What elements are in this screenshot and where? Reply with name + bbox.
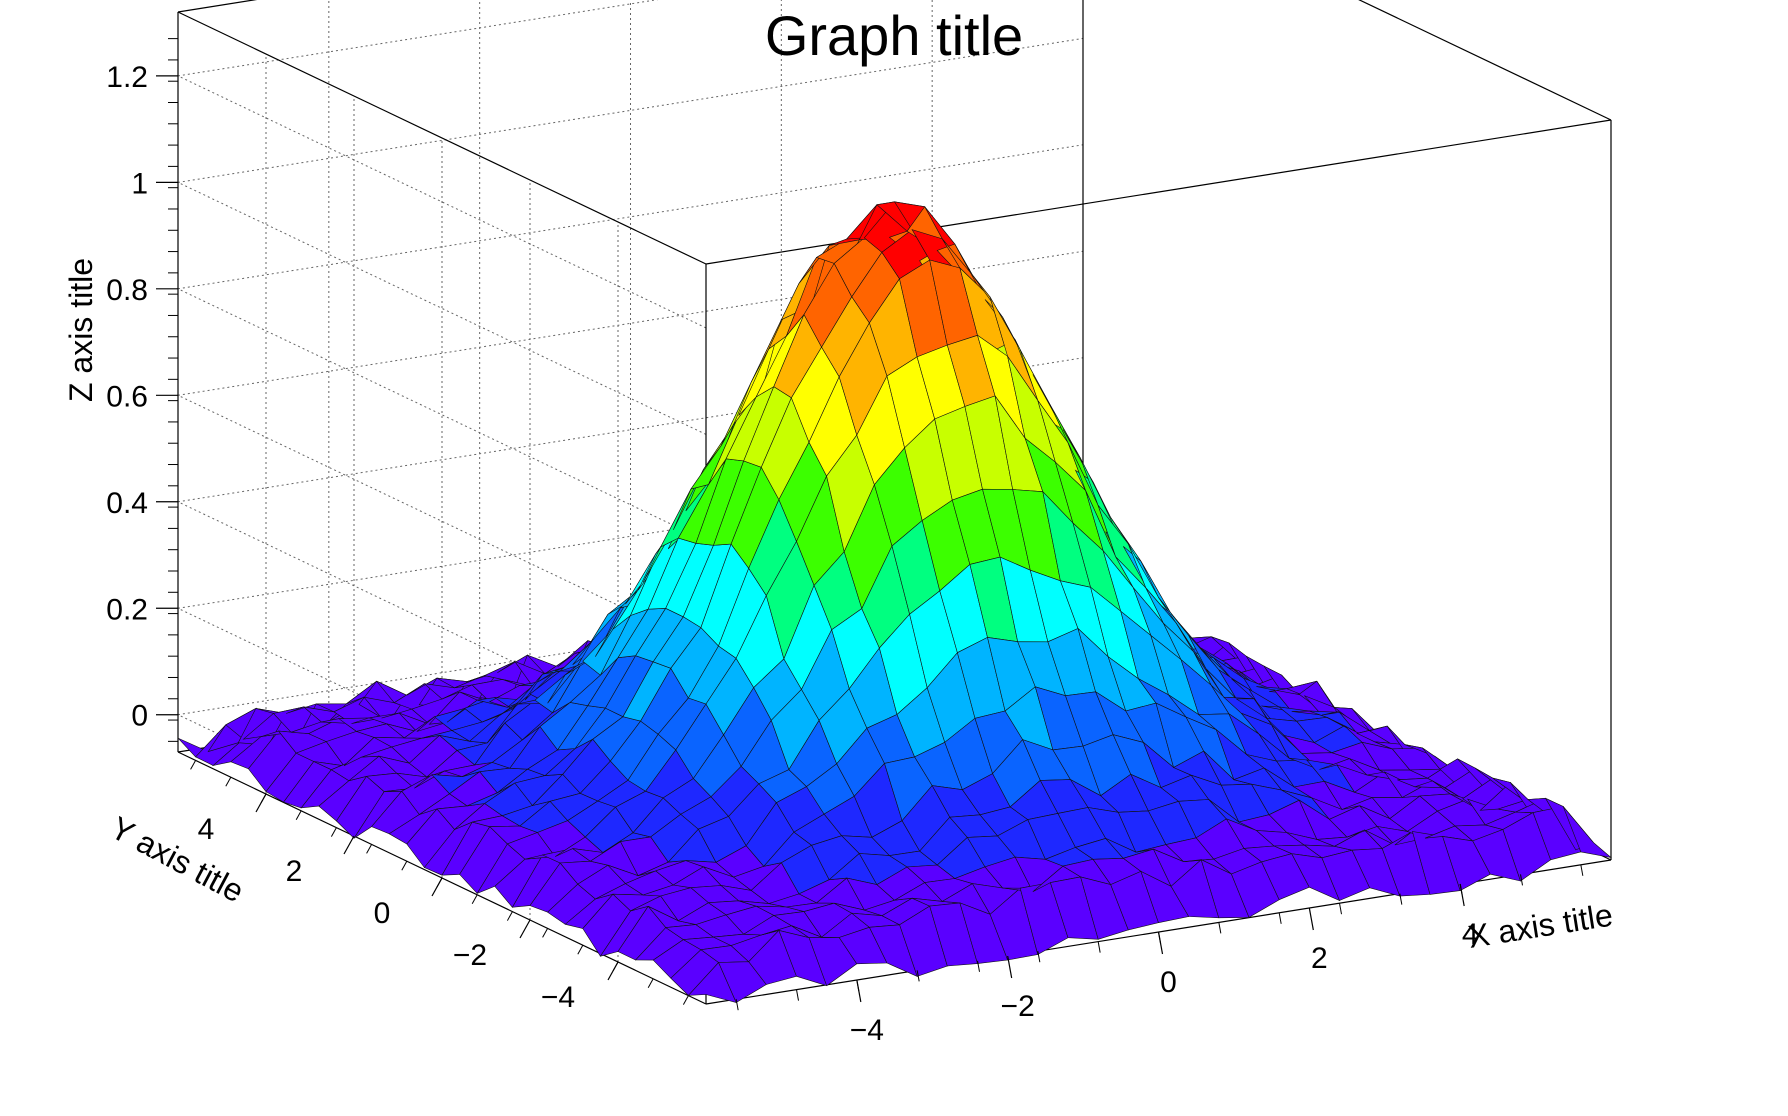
frame-edge bbox=[177, 11, 707, 265]
y-minor-tick bbox=[295, 810, 302, 821]
x-minor-tick bbox=[1459, 883, 1463, 896]
x-tick-label: 0 bbox=[1160, 966, 1177, 999]
y-tick bbox=[343, 835, 355, 855]
y-minor-tick bbox=[682, 995, 689, 1005]
x-tick-label: 4 bbox=[1462, 918, 1479, 951]
surface-cell bbox=[1562, 806, 1613, 858]
y-minor-tick bbox=[401, 860, 408, 871]
x-minor-tick bbox=[1399, 893, 1403, 905]
y-tick-label: 4 bbox=[198, 813, 215, 846]
z-tick-label: 1.2 bbox=[106, 61, 148, 94]
x-axis-title: X axis title bbox=[1465, 897, 1615, 955]
y-tick-label: 2 bbox=[286, 855, 303, 888]
z-axis-title: Z axis title bbox=[63, 258, 99, 402]
y-tick-label: 0 bbox=[374, 897, 391, 930]
x-tick-label: −2 bbox=[1001, 990, 1035, 1023]
x-minor-tick bbox=[1580, 864, 1584, 876]
y-axis-title: Y axis title bbox=[105, 809, 250, 909]
x-minor-tick bbox=[1339, 903, 1342, 915]
x-minor-tick bbox=[735, 999, 739, 1011]
y-tick-label: −4 bbox=[541, 981, 575, 1014]
y-minor-tick bbox=[366, 844, 373, 854]
y-minor-tick bbox=[225, 776, 232, 787]
axis-ticks: 0 0.2 0.4 0.6 0.8 1 1.2 −4 −2 0 2 4 −4 −2 0 2 4 bbox=[106, 38, 1584, 1047]
y-tick-label: −2 bbox=[453, 939, 487, 972]
x-minor-tick bbox=[916, 970, 920, 982]
x-tick-label: 2 bbox=[1311, 942, 1328, 975]
chart-title: Graph title bbox=[765, 4, 1023, 67]
y-minor-tick bbox=[471, 894, 478, 905]
z-tick-label: 0 bbox=[131, 700, 148, 733]
y-minor-tick bbox=[260, 793, 267, 804]
frame-edge bbox=[1358, 0, 1612, 121]
x-minor-tick bbox=[977, 960, 980, 972]
y-tick bbox=[519, 919, 531, 939]
x-tick bbox=[1308, 907, 1314, 931]
y-minor-tick bbox=[330, 827, 337, 837]
x-minor-tick bbox=[1218, 922, 1222, 934]
x-minor-tick bbox=[1037, 951, 1041, 963]
z-tick-label: 0.8 bbox=[106, 274, 148, 307]
surface-mesh bbox=[177, 201, 1613, 1003]
y-minor-tick bbox=[612, 961, 619, 972]
x-tick-label: −4 bbox=[850, 1014, 884, 1047]
x-minor-tick bbox=[1158, 931, 1161, 944]
x-tick bbox=[1007, 955, 1013, 979]
y-minor-tick bbox=[190, 760, 197, 770]
x-minor-tick bbox=[856, 979, 860, 992]
z-tick-label: 0.6 bbox=[106, 380, 148, 413]
y-minor-tick bbox=[542, 928, 549, 938]
y-minor-tick bbox=[506, 911, 513, 921]
x-minor-tick bbox=[1520, 874, 1523, 886]
y-minor-tick bbox=[577, 944, 584, 955]
z-tick-label: 0.2 bbox=[106, 593, 148, 626]
y-minor-tick bbox=[436, 877, 443, 888]
y-minor-tick bbox=[647, 978, 654, 989]
z-tick-label: 1 bbox=[131, 167, 148, 200]
x-minor-tick bbox=[1097, 941, 1101, 953]
x-minor-tick bbox=[1278, 912, 1282, 924]
z-tick-label: 0.4 bbox=[106, 487, 148, 520]
x-minor-tick bbox=[796, 989, 799, 1001]
